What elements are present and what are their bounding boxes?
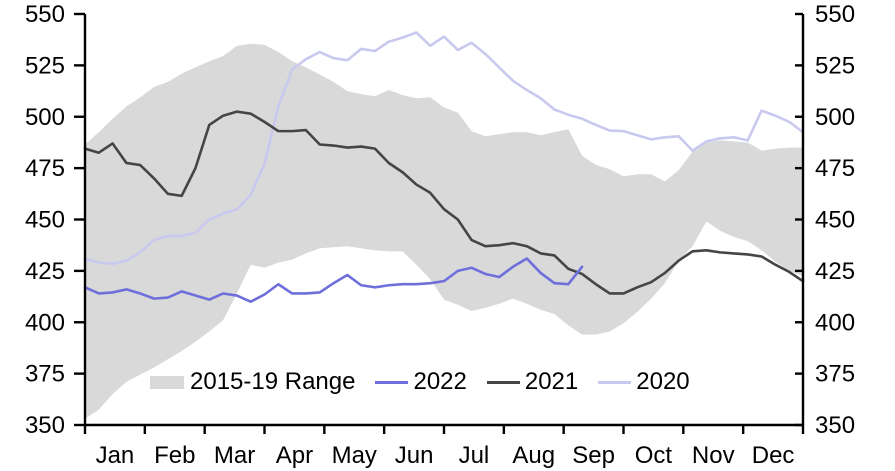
x-tick-label: Feb — [154, 442, 195, 469]
y-tick-label-left: 425 — [25, 258, 65, 285]
legend-swatch-2020 — [598, 380, 632, 384]
y-tick-label-right: 475 — [815, 155, 855, 182]
y-tick-label-left: 475 — [25, 155, 65, 182]
legend-label-2020: 2020 — [636, 368, 690, 395]
x-tick-label: Dec — [752, 442, 795, 469]
x-tick-label: Apr — [276, 442, 313, 469]
y-tick-label-left: 550 — [25, 1, 65, 28]
band-2015-19-range — [85, 43, 803, 419]
x-tick-label: May — [332, 442, 377, 469]
x-tick-label: Jun — [395, 442, 434, 469]
chart-legend: 2015-19 Range 2022 2021 2020 — [150, 368, 690, 396]
x-tick-label: Aug — [512, 442, 555, 469]
legend-swatch-2021 — [486, 380, 520, 384]
y-tick-label-right: 350 — [815, 412, 855, 439]
y-tick-label-right: 450 — [815, 207, 855, 234]
legend-label-2022: 2022 — [413, 368, 467, 395]
y-tick-label-right: 400 — [815, 309, 855, 336]
legend-label-range: 2015-19 Range — [190, 368, 356, 395]
line-2021 — [83, 110, 805, 295]
x-tick-label: Nov — [692, 442, 735, 469]
y-tick-label-left: 400 — [25, 309, 65, 336]
y-tick-label-left: 350 — [25, 412, 65, 439]
y-tick-label-right: 550 — [815, 1, 855, 28]
legend-swatch-band — [150, 375, 184, 389]
x-tick-label: Mar — [214, 442, 255, 469]
legend-swatch-2022 — [375, 380, 409, 384]
y-tick-label-left: 525 — [25, 52, 65, 79]
x-tick-label: Jul — [459, 442, 490, 469]
legend-item-2021: 2021 — [486, 368, 579, 396]
x-tick-label: Sep — [572, 442, 615, 469]
y-tick-label-right: 375 — [815, 361, 855, 388]
y-tick-label-left: 500 — [25, 104, 65, 131]
x-tick-label: Jan — [96, 442, 135, 469]
legend-label-2021: 2021 — [524, 368, 579, 395]
line-2020 — [83, 31, 805, 265]
y-tick-label-left: 450 — [25, 207, 65, 234]
line-2022 — [83, 257, 584, 304]
y-tick-label-right: 425 — [815, 258, 855, 285]
legend-item-2020: 2020 — [598, 368, 690, 396]
y-tick-label-right: 525 — [815, 52, 855, 79]
y-tick-label-right: 500 — [815, 104, 855, 131]
x-tick-label: Oct — [635, 442, 673, 469]
legend-item-range: 2015-19 Range — [150, 368, 355, 396]
legend-item-2022: 2022 — [375, 368, 467, 396]
y-tick-label-left: 375 — [25, 361, 65, 388]
